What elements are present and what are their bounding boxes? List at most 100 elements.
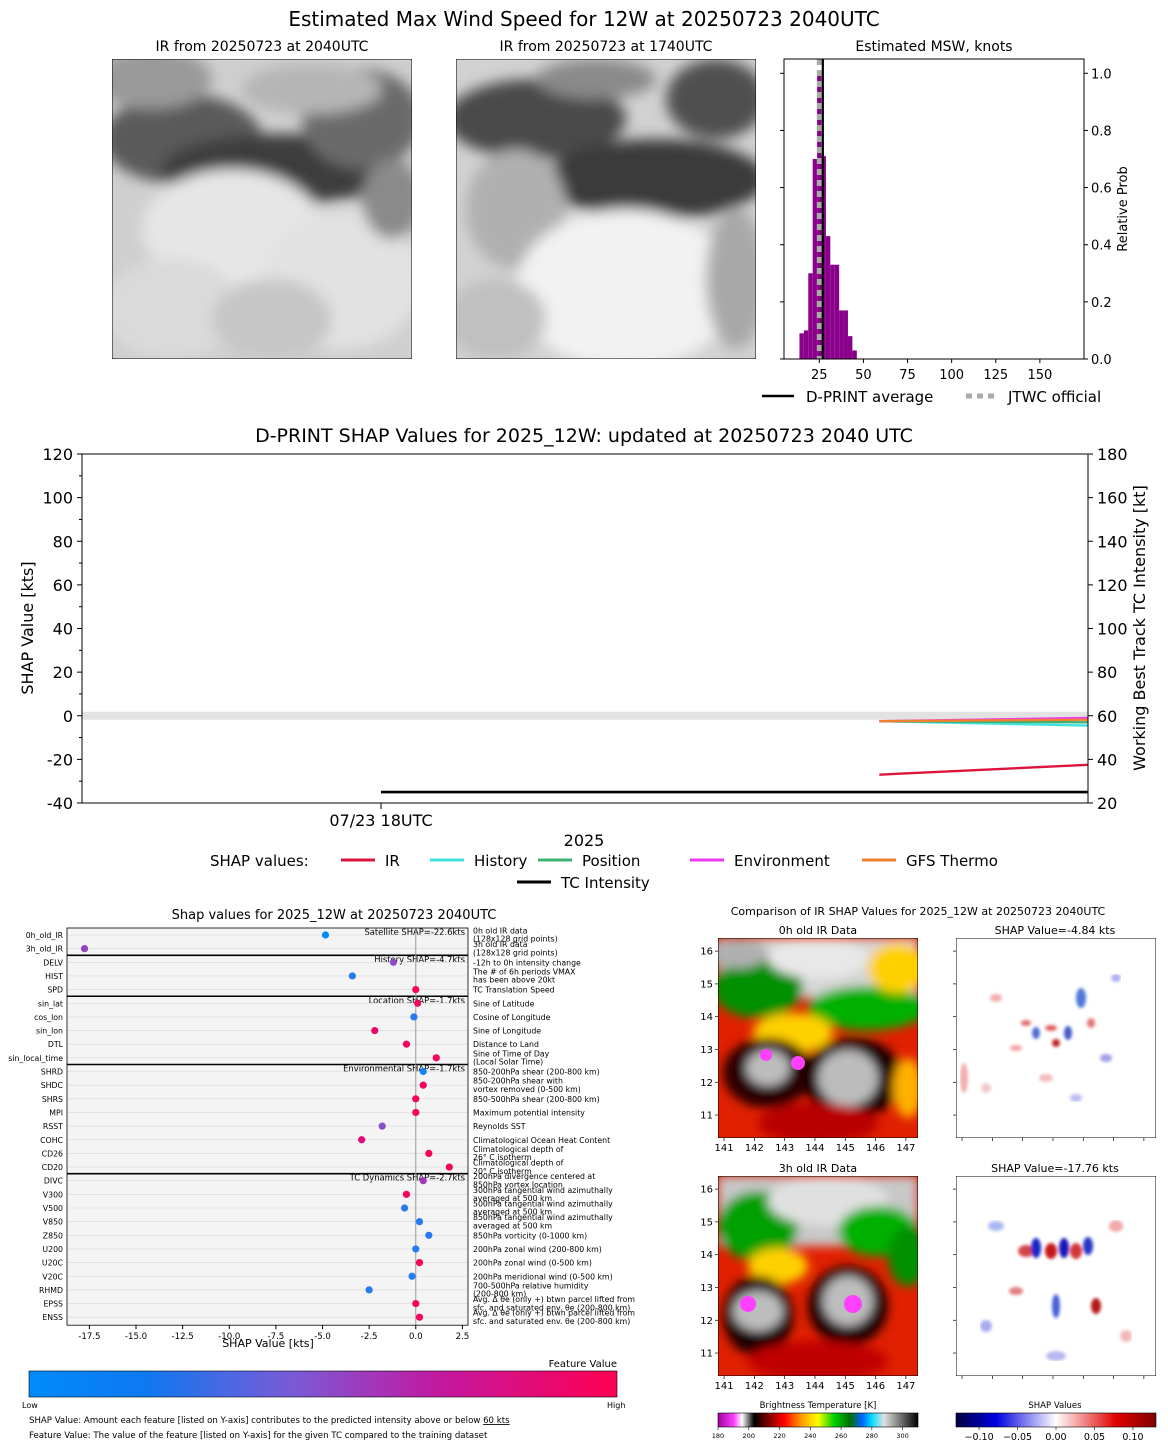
bee-feature-desc-line: (200-800 km) xyxy=(473,1290,526,1299)
bee-point xyxy=(415,1313,424,1321)
ts-legend-label: History xyxy=(474,852,527,870)
ts-ytick-right-label: 100 xyxy=(1097,620,1128,639)
bee-feature-label: V500 xyxy=(43,1204,63,1213)
ircmp-p1-title: 0h old IR Data xyxy=(779,924,857,937)
ir-now-image xyxy=(112,59,412,359)
ir-3h-image xyxy=(718,1176,918,1376)
shap-tick-label: 0.05 xyxy=(1084,1432,1105,1443)
bee-feature-desc: Climatological depth of 20° C isotherm xyxy=(473,1159,564,1176)
bee-feature-desc-line: Sine of Time of Day xyxy=(473,1049,550,1058)
hist-bar xyxy=(852,350,857,359)
hist-bar xyxy=(843,310,848,359)
bee-feature-desc-line: 3h old IR data xyxy=(473,940,528,949)
bee-feature-desc-line: (Local Solar Time) xyxy=(473,1058,543,1067)
ts-ylabel-left: SHAP Value [kts] xyxy=(18,561,37,694)
bt-tick-label: 220 xyxy=(773,1432,785,1440)
bee-feature-desc-line: vortex removed (0-500 km) xyxy=(473,1085,581,1094)
bee-feature-desc: TC Translation Speed xyxy=(472,986,555,995)
legend-dprint-label: D-PRINT average xyxy=(806,388,933,406)
bee-feature-desc: Sine of Longitude xyxy=(473,1027,541,1036)
hist-ytick-label: 0.6 xyxy=(1091,182,1112,197)
ts-ytick-right-label: 140 xyxy=(1097,532,1128,551)
ir-prev-image xyxy=(456,59,756,359)
bee-colorbar-title: Feature Value xyxy=(549,1359,617,1370)
geo-ytick-label: 13 xyxy=(700,1283,713,1294)
bee-feature-desc-line: 850hPa vortex location xyxy=(473,1180,563,1189)
bee-group-band xyxy=(67,1173,468,1326)
bee-feature-desc-line: Distance to Land xyxy=(473,1040,539,1049)
bee-point xyxy=(358,1136,366,1144)
bee-point xyxy=(415,1218,424,1226)
bt-colorbar-ramp xyxy=(717,1412,919,1428)
ircmp-geo-axes: 141 142 143 144 145 146 147 11 12 13 14 15 16 141 142 1… xyxy=(700,947,1145,1392)
bee-point xyxy=(402,1190,411,1198)
bee-feature-desc: Maximum potential intensity xyxy=(473,1108,585,1117)
bee-feature-label: V300 xyxy=(43,1190,63,1199)
geo-ytick-label: 11 xyxy=(700,1111,713,1122)
geo-xtick-label: 142 xyxy=(745,1381,764,1392)
bee-point xyxy=(321,931,330,939)
bee-feature-desc-line: Reynolds SST xyxy=(473,1122,526,1131)
bee-feature-desc-line: 850hPa vorticity (0-1000 km) xyxy=(473,1231,587,1240)
main-title: Estimated Max Wind Speed for 12W at 2025… xyxy=(288,7,879,31)
bee-xtick-label: -5.0 xyxy=(314,1332,331,1342)
bee-feature-label: SPD xyxy=(47,986,63,995)
geo-xtick-label: 145 xyxy=(836,1143,855,1154)
shap-timeseries: -40 -20 0 20 40 60 80 100 120 20 40 60 80 100 120 140 16… xyxy=(42,445,1127,830)
bee-xtick-label: -7.5 xyxy=(268,1332,285,1342)
ts-ytick-right-label: 40 xyxy=(1097,750,1117,769)
bee-feature-desc-line: averaged at 500 km xyxy=(473,1208,552,1217)
ircmp-p2-title: SHAP Value=-4.84 kts xyxy=(995,924,1116,937)
shap-0h-image xyxy=(956,938,1156,1138)
bee-point xyxy=(412,1095,420,1103)
bee-feature-desc-line: (128x128 grid points) xyxy=(473,948,558,957)
bee-feature-desc: 500hPa tangential wind azimuthally averag… xyxy=(473,1200,613,1217)
bee-feature-label: MPI xyxy=(49,1108,63,1117)
geo-xtick-label: 144 xyxy=(805,1381,824,1392)
bee-feature-desc: 850hPa tangential wind azimuthally averag… xyxy=(473,1213,613,1230)
hist-bar xyxy=(808,273,813,359)
bee-feature-desc-line: sfc. and saturated env. θe (200-800 km) xyxy=(473,1303,630,1312)
shap-tick-label: 0.00 xyxy=(1045,1432,1066,1443)
geo-ytick-label: 13 xyxy=(700,1045,713,1056)
bee-colorbar-ramp xyxy=(28,1370,618,1398)
bee-feature-label: Z850 xyxy=(43,1231,63,1240)
ts-ytick-label: -20 xyxy=(47,750,73,769)
bee-point xyxy=(400,1204,409,1212)
bee-feature-label: sin_lon xyxy=(36,1027,63,1036)
ts-ytick-right-label: 160 xyxy=(1097,489,1128,508)
bee-feature-label: SHRD xyxy=(41,1068,63,1077)
bee-feature-desc: 0h old IR data (128x128 grid points) xyxy=(473,927,558,944)
geo-ytick-label: 14 xyxy=(700,1012,713,1023)
bee-colorbar-low: Low xyxy=(22,1401,38,1410)
geo-xtick-label: 147 xyxy=(896,1143,915,1154)
geo-xtick-label: 145 xyxy=(836,1381,855,1392)
bee-point xyxy=(414,999,422,1007)
geo-ytick-label: 16 xyxy=(700,947,713,958)
hist-ytick-label: 0.2 xyxy=(1091,296,1112,311)
bee-point xyxy=(419,1177,427,1185)
bee-point xyxy=(415,1259,424,1267)
bee-feature-desc-line: 200hPa zonal wind (200-800 km) xyxy=(473,1245,602,1254)
bee-note-2: Feature Value: The value of the feature … xyxy=(29,1431,488,1441)
ts-ytick-right-label: 120 xyxy=(1097,576,1128,595)
bee-feature-desc-line: 850-200hPa shear (200-800 km) xyxy=(473,1068,600,1077)
bee-note-1: SHAP Value: Amount each feature [listed … xyxy=(29,1416,510,1426)
hist-xtick-label: 150 xyxy=(1027,368,1052,383)
geo-ytick-label: 11 xyxy=(700,1349,713,1360)
bee-feature-desc: Avg. Δ θe (only +) btwn parcel lifted fr… xyxy=(473,1295,635,1312)
ircmp-title: Comparison of IR SHAP Values for 2025_12… xyxy=(731,905,1106,918)
ts-ytick-label: 0 xyxy=(63,707,73,726)
bee-feature-desc: Avg. Δ θe (only +) btwn parcel lifted fr… xyxy=(473,1309,635,1326)
bt-tick-label: 200 xyxy=(743,1432,755,1440)
geo-xtick-label: 146 xyxy=(866,1381,885,1392)
bt-tick-label: 180 xyxy=(712,1432,724,1440)
hist-bar xyxy=(799,333,804,359)
bee-feature-desc: 200hPa zonal wind (200-800 km) xyxy=(473,1245,602,1254)
bee-feature-desc-line: Avg. Δ θe (only +) btwn parcel lifted fr… xyxy=(473,1309,635,1318)
hist-bar xyxy=(812,159,818,359)
bee-feature-desc-line: 300hPa tangential wind azimuthally xyxy=(473,1186,613,1195)
bee-point xyxy=(389,958,397,966)
bee-xtick-label: -10.0 xyxy=(218,1332,240,1342)
bee-feature-desc-line: averaged at 500 km xyxy=(473,1194,552,1203)
